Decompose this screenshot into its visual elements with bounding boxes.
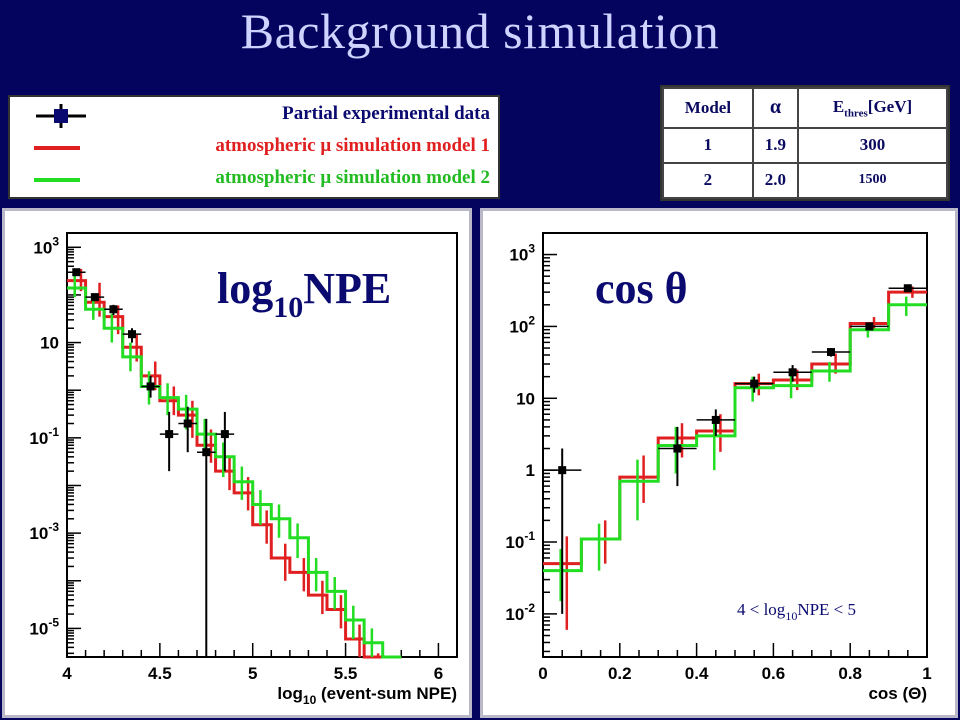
chart-overlay-label: log10NPE [217,264,391,324]
data-point [750,379,759,388]
y-tick-label: 102 [509,313,535,336]
x-tick-label: 5.5 [334,664,358,683]
histogram-line [67,286,402,659]
range-annotation: 4 < log10NPE < 5 [737,600,856,623]
x-axis-label: cos (Θ) [868,684,927,703]
legend-swatch-model2 [34,178,80,182]
header-ethres-unit: [GeV] [867,96,913,116]
series-2 [67,275,402,659]
y-tick-label: 103 [33,234,59,257]
table-cell: 1500 [796,161,949,200]
table-cell: 1.9 [751,126,799,164]
cos-chart-panel: 103 102 10 1 10-1 10-2 0 0.2 0.4 0.6 0.8 1 cos (Θ) co… [480,208,958,718]
x-tick-label: 5 [248,664,257,683]
data-point [72,268,81,277]
table-row: 2 2.0 1500 [662,161,949,200]
x-tick-label: 0.2 [608,664,632,683]
chart-overlay-label: cos θ [595,264,688,313]
y-tick-label: 10-1 [505,529,535,552]
data-point [128,330,136,339]
table-cell: 2.0 [751,161,799,200]
data-point [673,444,682,453]
header-ethres-e: E [832,96,845,116]
legend-label-model1: atmospheric μ simulation model 1 [215,135,490,156]
legend-item-model1: atmospheric μ simulation model 1 [10,133,498,163]
table-row: 1 1.9 300 [662,126,949,164]
table-cell: 1 [662,126,754,164]
x-tick-label: 6 [434,664,443,683]
x-tick-label: 4 [62,664,72,683]
histogram-line [543,303,927,573]
data-point [827,348,835,357]
data-point [146,382,155,391]
slide-title: Background simulation [240,3,720,59]
legend-item-data: Partial experimental data [10,101,498,131]
legend-label-data: Partial experimental data [282,103,490,124]
legend-swatch-model1 [34,146,80,150]
data-point [90,293,99,302]
series-data [67,268,235,657]
y-tick-label: 10-3 [29,520,59,543]
table-cell: 300 [796,126,949,164]
x-tick-label: 0.4 [685,664,709,683]
data-point [903,284,912,293]
header-alpha: α [751,87,799,129]
y-tick-label: 103 [509,242,535,265]
data-point [183,419,192,428]
x-tick-label: 0.6 [762,664,786,683]
y-tick-label: 10-2 [505,601,535,624]
npe-chart-panel: 103 10 10-1 10-3 10-5 4 4.5 5 5.5 6 log10 (event-s… [2,208,472,718]
data-point [788,368,797,377]
table-header-row: Model α Ethres[GeV] [662,87,949,129]
data-point [165,430,174,439]
x-axis-label: log10 (event-sum NPE) [277,684,457,707]
y-tick-label: 10 [516,389,535,408]
header-ethres-sub: thres [844,106,868,119]
data-point [711,415,720,424]
plot-frame [542,232,928,658]
model-parameter-table: Model α Ethres[GeV] 1 1.9 300 2 2.0 1500 [660,85,950,201]
header-ethres: Ethres[GeV] [796,87,949,129]
x-tick-label: 1 [922,664,931,683]
header-model: Model [662,87,754,129]
x-tick-label: 4.5 [148,664,172,683]
legend-item-model2: atmospheric μ simulation model 2 [10,165,498,195]
x-tick-label: 0 [538,664,547,683]
y-tick-label: 10-1 [29,425,59,448]
data-point [865,322,874,331]
data-point [202,448,211,457]
y-tick-label: 1 [526,461,535,480]
table-cell: 2 [662,161,754,200]
data-point [109,305,118,314]
data-point [220,430,229,439]
x-tick-label: 0.8 [838,664,862,683]
legend-label-model2: atmospheric μ simulation model 2 [215,167,490,188]
data-marker-icon [36,104,86,128]
y-tick-label: 10 [40,334,59,353]
data-point [558,466,567,475]
y-tick-label: 10-5 [29,615,59,638]
series-data [543,284,927,614]
legend: Partial experimental data atmospheric μ … [8,95,500,199]
